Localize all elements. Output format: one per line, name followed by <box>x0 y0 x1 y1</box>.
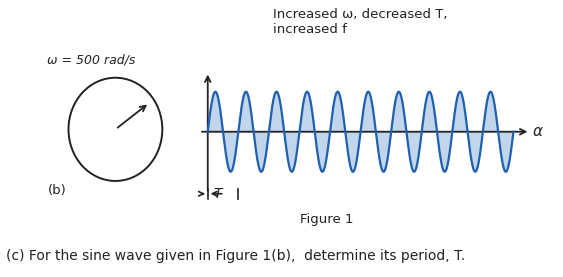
Text: α: α <box>533 124 542 139</box>
Text: Figure 1: Figure 1 <box>300 213 354 226</box>
Text: Increased ω, decreased T,
increased f: Increased ω, decreased T, increased f <box>273 8 448 36</box>
Text: (b): (b) <box>47 184 66 198</box>
Text: (c) For the sine wave given in Figure 1(b),  determine its period, T.: (c) For the sine wave given in Figure 1(… <box>6 249 465 263</box>
Text: T: T <box>213 187 222 201</box>
Text: ω = 500 rad/s: ω = 500 rad/s <box>47 53 136 66</box>
